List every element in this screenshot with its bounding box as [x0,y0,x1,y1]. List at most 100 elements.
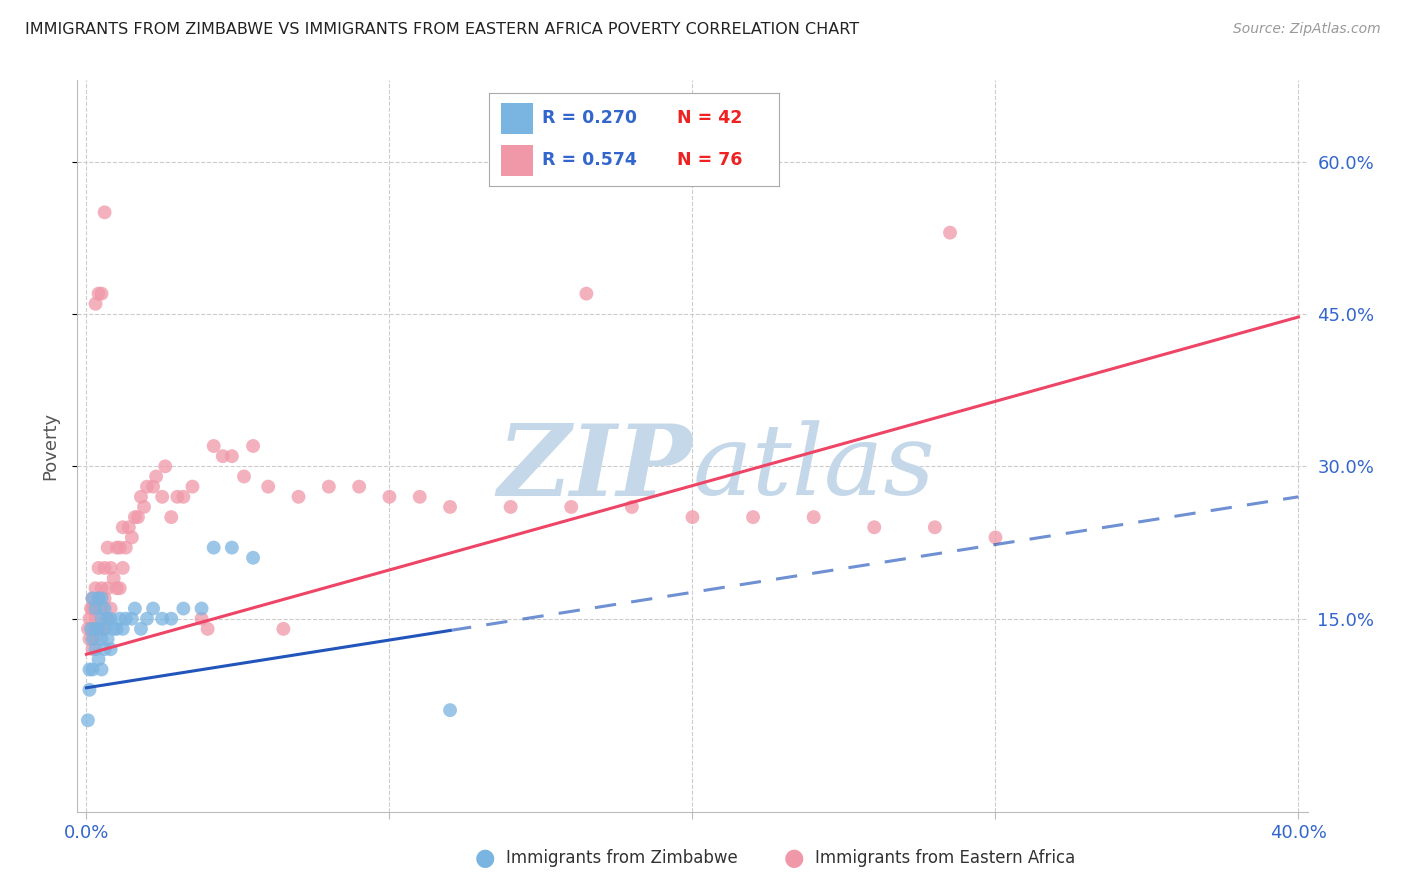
Point [87,622,110,636]
Point [121,612,143,626]
Point [97,541,120,555]
Point [287,490,309,504]
Point [90,591,112,606]
Point [80,622,103,636]
Point [97,632,120,646]
Point [77,714,100,728]
Point [172,601,194,615]
Point [924,520,946,534]
Point [79,682,101,697]
Point [742,510,765,524]
Point [142,601,165,615]
Point [118,520,141,534]
Point [202,541,225,555]
Point [90,601,112,615]
Point [155,459,177,474]
Point [84,612,107,626]
Point [84,642,107,657]
Point [93,205,115,219]
Point [124,601,146,615]
Point [90,612,112,626]
Point [111,520,134,534]
Point [82,632,104,646]
Point [114,541,136,555]
Point [90,581,112,595]
Point [242,550,264,565]
Point [87,286,110,301]
Point [181,480,204,494]
Point [124,510,146,524]
Point [863,520,886,534]
Point [90,663,112,677]
Point [108,541,131,555]
Point [100,642,122,657]
Point [211,449,233,463]
Point [87,622,110,636]
Text: ●: ● [475,847,495,870]
Point [87,591,110,606]
Point [93,591,115,606]
Point [378,490,401,504]
Point [82,663,104,677]
Point [150,612,173,626]
Point [682,510,704,524]
Point [87,591,110,606]
Point [84,581,107,595]
Point [90,632,112,646]
Point [160,612,183,626]
Point [202,439,225,453]
Point [79,663,101,677]
Point [803,510,825,524]
Point [82,591,104,606]
Point [79,632,101,646]
Point [129,622,152,636]
Point [136,612,159,626]
Point [108,612,131,626]
Point [111,561,134,575]
Point [160,510,183,524]
Text: ●: ● [785,847,804,870]
Point [105,541,128,555]
Point [499,500,522,514]
Point [575,286,598,301]
Point [93,642,115,657]
Point [100,561,122,575]
Point [82,601,104,615]
Point [79,612,101,626]
Point [103,622,125,636]
Text: Immigrants from Zimbabwe: Immigrants from Zimbabwe [506,849,738,867]
Point [105,581,128,595]
Point [108,581,131,595]
Point [439,703,461,717]
Point [257,480,280,494]
Point [111,622,134,636]
Point [273,622,295,636]
Point [77,622,100,636]
Text: ZIP: ZIP [498,420,693,516]
Point [172,490,194,504]
Text: Source: ZipAtlas.com: Source: ZipAtlas.com [1233,22,1381,37]
Point [84,297,107,311]
Point [242,439,264,453]
Point [121,530,143,544]
Point [984,530,1007,544]
Point [90,622,112,636]
Point [439,500,461,514]
Point [114,612,136,626]
Point [97,581,120,595]
Text: atlas: atlas [693,420,935,516]
Text: IMMIGRANTS FROM ZIMBABWE VS IMMIGRANTS FROM EASTERN AFRICA POVERTY CORRELATION C: IMMIGRANTS FROM ZIMBABWE VS IMMIGRANTS F… [25,22,859,37]
Point [93,601,115,615]
Point [620,500,643,514]
Point [93,622,115,636]
Point [100,612,122,626]
Point [90,286,112,301]
Point [132,500,155,514]
Point [190,601,212,615]
Point [87,652,110,666]
Point [150,490,173,504]
Point [84,632,107,646]
Point [197,622,219,636]
Point [221,541,243,555]
Text: Immigrants from Eastern Africa: Immigrants from Eastern Africa [815,849,1076,867]
